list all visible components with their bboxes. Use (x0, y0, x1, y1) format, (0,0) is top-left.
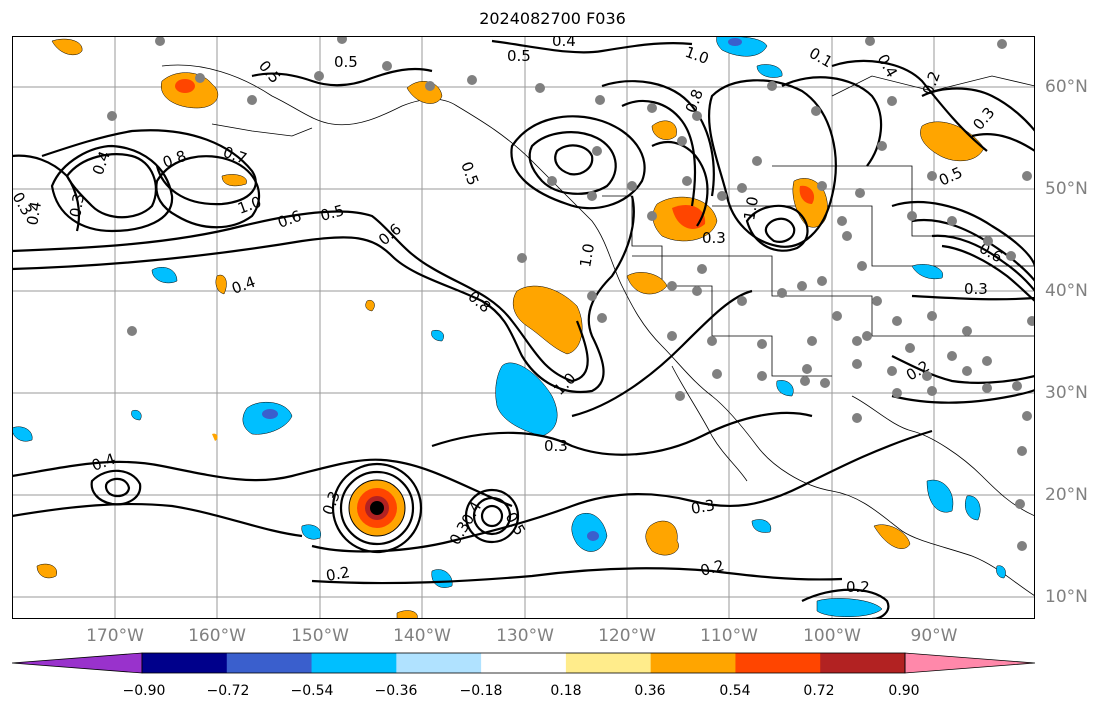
map-panel: 0.5 0.4 0.5 1.0 0.1 0.4 0.2 0.8 0.7 1.0 … (12, 36, 1035, 619)
contour-label: 0.2 (698, 556, 726, 580)
contour-label: 0.2 (919, 69, 944, 98)
contour-label: 0.1 (806, 44, 836, 72)
map-svg: 0.5 0.4 0.5 1.0 0.1 0.4 0.2 0.8 0.7 1.0 … (12, 36, 1035, 619)
contour-label: 0.2 (846, 578, 870, 596)
colorbar-tick: −0.90 (122, 683, 166, 699)
longitude-label: 110°W (700, 626, 758, 646)
colorbar-tick: 0.54 (719, 683, 751, 699)
station-markers (107, 36, 1035, 551)
contour-label: 0.3 (690, 496, 717, 518)
longitude-label: 150°W (291, 626, 349, 646)
contour-label: 0.5 (507, 47, 531, 65)
colorbar-segment (12, 652, 143, 674)
colorbar-tick: −0.36 (374, 683, 418, 699)
colorbar-tick: 0.90 (888, 683, 920, 699)
colorbar-tick: −0.54 (290, 683, 334, 699)
longitude-label: 170°W (86, 626, 144, 646)
contour-label: 0.3 (319, 489, 344, 518)
latitude-label: 20°N (1045, 485, 1088, 505)
coastlines (161, 64, 1035, 597)
latitude-label: 10°N (1045, 587, 1088, 607)
longitude-label: 130°W (496, 626, 554, 646)
colorbar-segment (396, 653, 482, 673)
contour-label: 0.4 (23, 200, 45, 227)
longitude-label: 100°W (803, 626, 861, 646)
contour-label: 1.0 (683, 43, 712, 68)
contour-label: 0.6 (275, 207, 304, 232)
colorbar-segment (565, 653, 652, 673)
contour-label: 1.0 (740, 195, 762, 222)
contour-lines (12, 39, 1035, 619)
colorbar-segment (226, 653, 313, 673)
contour-label: 0.4 (874, 51, 902, 81)
longitude-label: 120°W (598, 626, 656, 646)
longitude-label: 160°W (188, 626, 246, 646)
colorbar-segment (735, 653, 821, 673)
colorbar-segment (904, 652, 1036, 674)
contour-label: 0.4 (89, 149, 114, 178)
contour-label: 0.4 (552, 36, 576, 50)
contour-label: 0.8 (464, 287, 494, 316)
latitude-label: 30°N (1045, 383, 1088, 403)
hurricane-core (348, 479, 406, 537)
contour-label: 0.8 (682, 87, 707, 116)
negative-anomaly-shading (12, 36, 1006, 618)
colorbar-tick: 0.18 (550, 683, 582, 699)
colorbar-segment (142, 653, 228, 673)
positive-anomaly-shading (36, 38, 985, 619)
chart-title: 2024082700 F036 (479, 9, 626, 28)
latitude-label: 60°N (1045, 77, 1088, 97)
contour-label: 0.5 (457, 159, 482, 188)
longitude-label: 140°W (393, 626, 451, 646)
colorbar-segment (650, 653, 736, 673)
colorbar (12, 652, 1036, 674)
contour-label: 0.5 (318, 201, 346, 225)
contour-label: 0.8 (160, 147, 189, 172)
contour-label: 0.3 (544, 437, 568, 455)
contour-label: 1.0 (576, 242, 598, 269)
latitude-label: 50°N (1045, 179, 1088, 199)
colorbar-segment (481, 653, 567, 673)
contour-label: 1.0 (550, 369, 580, 399)
colorbar-outline (141, 652, 906, 674)
longitude-label: 90°W (910, 626, 958, 646)
contour-label: 0.4 (229, 273, 258, 298)
colorbar-tick: −0.18 (459, 683, 503, 699)
contour-label: 0.2 (325, 563, 352, 585)
colorbar-tick: 0.72 (803, 683, 835, 699)
colorbar-tick: −0.72 (206, 683, 250, 699)
colorbar-segment (820, 653, 906, 673)
colorbar-segment (311, 653, 397, 673)
contour-label: 0.3 (964, 280, 988, 298)
latitude-label: 40°N (1045, 281, 1088, 301)
colorbar-tick: 0.36 (634, 683, 666, 699)
contour-label: 0.5 (334, 53, 358, 71)
contour-label: 0.3 (66, 192, 88, 219)
contour-label: 0.5 (936, 163, 965, 189)
contour-label: 0.5 (255, 57, 284, 87)
contour-label: 0.3 (969, 104, 998, 134)
contour-label: 0.3 (702, 229, 726, 247)
